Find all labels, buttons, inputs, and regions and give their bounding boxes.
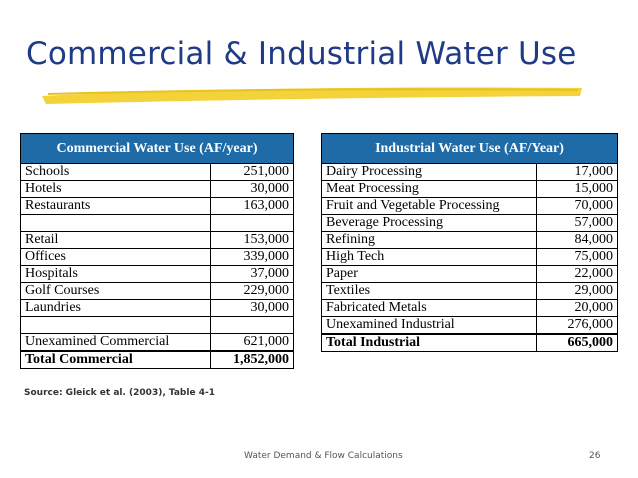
table-row: Textiles 29,000 xyxy=(321,282,618,300)
row-value: 163,000 xyxy=(210,197,294,215)
row-label xyxy=(20,316,211,334)
row-label: Hospitals xyxy=(20,265,211,283)
row-label: Textiles xyxy=(321,282,537,300)
row-label: Retail xyxy=(20,231,211,249)
row-value: 276,000 xyxy=(536,316,618,335)
table-total-row: Total Commercial 1,852,000 xyxy=(20,350,294,369)
row-value: 339,000 xyxy=(210,248,294,266)
table-row: Meat Processing 15,000 xyxy=(321,180,618,198)
row-label: Restaurants xyxy=(20,197,211,215)
row-value: 29,000 xyxy=(536,282,618,300)
row-value: 17,000 xyxy=(536,163,618,181)
table-row: Unexamined Commercial 621,000 xyxy=(20,333,294,352)
row-label: Unexamined Industrial xyxy=(321,316,537,335)
table-row: Paper 22,000 xyxy=(321,265,618,283)
row-value: 20,000 xyxy=(536,299,618,317)
total-value: 1,852,000 xyxy=(210,350,294,369)
table-row: Hotels 30,000 xyxy=(20,180,294,198)
row-value: 153,000 xyxy=(210,231,294,249)
row-label: Schools xyxy=(20,163,211,181)
row-value: 22,000 xyxy=(536,265,618,283)
row-label: Meat Processing xyxy=(321,180,537,198)
slide-footer: Water Demand & Flow Calculations xyxy=(244,451,403,461)
total-label: Total Industrial xyxy=(321,333,537,352)
table-row: Beverage Processing 57,000 xyxy=(321,214,618,232)
table-row: Hospitals 37,000 xyxy=(20,265,294,283)
row-value xyxy=(210,316,294,334)
row-label: Unexamined Commercial xyxy=(20,333,211,352)
table-row: Offices 339,000 xyxy=(20,248,294,266)
slide-title: Commercial & Industrial Water Use xyxy=(26,36,577,72)
slide-page-number: 26 xyxy=(589,451,601,461)
table-row: High Tech 75,000 xyxy=(321,248,618,266)
row-label: Hotels xyxy=(20,180,211,198)
table-row: Restaurants 163,000 xyxy=(20,197,294,215)
title-underline-brushstroke xyxy=(42,87,582,104)
row-label: Beverage Processing xyxy=(321,214,537,232)
row-value: 37,000 xyxy=(210,265,294,283)
row-value: 84,000 xyxy=(536,231,618,249)
table-row-empty xyxy=(20,316,294,334)
row-value: 70,000 xyxy=(536,197,618,215)
commercial-water-use-table: Commercial Water Use (AF/year) Schools 2… xyxy=(20,133,294,369)
table-row: Schools 251,000 xyxy=(20,163,294,181)
row-value: 229,000 xyxy=(210,282,294,300)
source-citation: Source: Gleick et al. (2003), Table 4-1 xyxy=(24,388,215,398)
row-label: Fruit and Vegetable Processing xyxy=(321,197,537,215)
row-value: 57,000 xyxy=(536,214,618,232)
row-label: Laundries xyxy=(20,299,211,317)
table-row-empty xyxy=(20,214,294,232)
row-label: Golf Courses xyxy=(20,282,211,300)
row-label xyxy=(20,214,211,232)
row-label: Fabricated Metals xyxy=(321,299,537,317)
row-value: 621,000 xyxy=(210,333,294,352)
row-value: 15,000 xyxy=(536,180,618,198)
row-label: High Tech xyxy=(321,248,537,266)
table-row: Refining 84,000 xyxy=(321,231,618,249)
row-value: 75,000 xyxy=(536,248,618,266)
industrial-water-use-table: Industrial Water Use (AF/Year) Dairy Pro… xyxy=(321,133,618,352)
row-value xyxy=(210,214,294,232)
table-row: Laundries 30,000 xyxy=(20,299,294,317)
table-row: Dairy Processing 17,000 xyxy=(321,163,618,181)
row-label: Offices xyxy=(20,248,211,266)
table-row: Golf Courses 229,000 xyxy=(20,282,294,300)
total-value: 665,000 xyxy=(536,333,618,352)
industrial-table-header: Industrial Water Use (AF/Year) xyxy=(321,133,618,164)
row-label: Paper xyxy=(321,265,537,283)
row-label: Dairy Processing xyxy=(321,163,537,181)
total-label: Total Commercial xyxy=(20,350,211,369)
table-total-row: Total Industrial 665,000 xyxy=(321,333,618,352)
table-row: Fruit and Vegetable Processing 70,000 xyxy=(321,197,618,215)
row-value: 30,000 xyxy=(210,180,294,198)
row-value: 251,000 xyxy=(210,163,294,181)
table-row: Fabricated Metals 20,000 xyxy=(321,299,618,317)
row-value: 30,000 xyxy=(210,299,294,317)
table-row: Retail 153,000 xyxy=(20,231,294,249)
row-label: Refining xyxy=(321,231,537,249)
table-row: Unexamined Industrial 276,000 xyxy=(321,316,618,335)
commercial-table-header: Commercial Water Use (AF/year) xyxy=(20,133,294,164)
